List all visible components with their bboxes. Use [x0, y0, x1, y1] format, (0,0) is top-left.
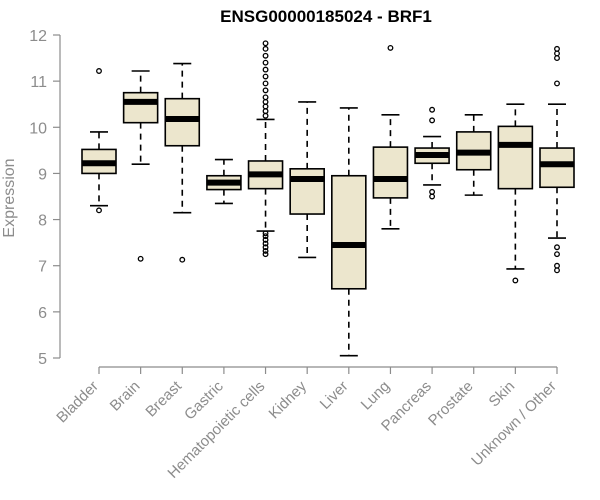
- box-lung: [372, 44, 409, 230]
- outlier-point: [554, 262, 560, 269]
- outlier-point: [262, 236, 269, 243]
- outlier-point: [262, 240, 269, 247]
- y-axis: 5 6 7 8 9 10 11 12: [29, 28, 61, 368]
- outlier-point: [512, 277, 519, 284]
- x-tick-label: Kidney: [266, 377, 311, 422]
- outlier-point: [262, 244, 269, 251]
- x-tick-label: Breast: [142, 377, 185, 420]
- outlier-point: [96, 207, 102, 214]
- box-body: [539, 147, 575, 189]
- x-tick-label: Bladder: [53, 378, 102, 427]
- outlier-point: [262, 108, 269, 115]
- outlier-point: [554, 267, 560, 274]
- outlier-point: [262, 66, 269, 73]
- outlier-point: [554, 55, 560, 62]
- box-body: [122, 91, 159, 124]
- box-breast: [164, 62, 201, 263]
- outlier-point: [137, 255, 144, 262]
- x-tick-label: Prostate: [425, 378, 477, 430]
- outlier-point: [96, 68, 102, 74]
- box-brain: [122, 70, 159, 262]
- box-body: [372, 146, 409, 199]
- outlier-point: [262, 94, 269, 101]
- x-tick-label: Skin: [486, 378, 519, 411]
- outlier-point: [262, 233, 269, 240]
- outlier-point: [262, 73, 269, 80]
- outlier-point: [554, 244, 560, 251]
- y-tick-label: 6: [38, 305, 47, 322]
- outlier-point: [262, 103, 269, 110]
- box-pancreas: [414, 106, 450, 200]
- outlier-point: [262, 45, 269, 52]
- chart-title: ENSG00000185024 - BRF1: [220, 7, 432, 26]
- y-tick-label: 7: [38, 259, 47, 276]
- outlier-point: [262, 251, 269, 258]
- y-tick-label: 10: [29, 120, 47, 137]
- y-tick-label: 9: [38, 166, 47, 183]
- y-tick-label: 12: [29, 28, 47, 45]
- outlier-point: [262, 80, 269, 87]
- boxplot-series: [81, 40, 575, 357]
- outlier-point: [262, 247, 269, 254]
- x-tick-label: Brain: [107, 378, 144, 415]
- outlier-point: [262, 40, 269, 47]
- box-gastric: [206, 158, 242, 205]
- y-tick-label: 8: [38, 213, 47, 230]
- box-bladder: [81, 68, 117, 214]
- outlier-point: [262, 230, 269, 237]
- y-axis-label: Expression: [1, 158, 18, 237]
- outlier-point: [262, 98, 269, 105]
- outlier-point: [554, 50, 560, 57]
- y-tick-label: 5: [38, 351, 47, 368]
- box-kidney: [289, 101, 325, 259]
- box-body: [289, 168, 325, 215]
- outlier-point: [554, 80, 560, 87]
- box-prostate: [455, 114, 492, 196]
- box-body: [164, 97, 201, 147]
- outlier-point: [554, 251, 560, 258]
- outlier-point: [179, 256, 186, 263]
- outlier-point: [429, 193, 436, 200]
- box-body: [497, 125, 534, 190]
- outlier-point: [429, 188, 436, 195]
- outlier-point: [262, 87, 269, 94]
- x-tick-label: Lung: [358, 378, 394, 414]
- box-body: [331, 174, 367, 290]
- x-tick-label: Liver: [317, 378, 352, 413]
- box-hematopoietic-cells: [247, 40, 284, 258]
- y-tick-label: 11: [30, 74, 47, 91]
- box-liver: [331, 107, 367, 357]
- outlier-point: [262, 112, 269, 119]
- outlier-point: [429, 117, 436, 124]
- box-unknown-other: [539, 45, 575, 274]
- box-skin: [497, 103, 534, 284]
- outlier-point: [387, 44, 394, 51]
- outlier-point: [554, 45, 560, 52]
- outlier-point: [429, 106, 436, 113]
- outlier-point: [262, 52, 269, 59]
- outlier-point: [262, 59, 269, 66]
